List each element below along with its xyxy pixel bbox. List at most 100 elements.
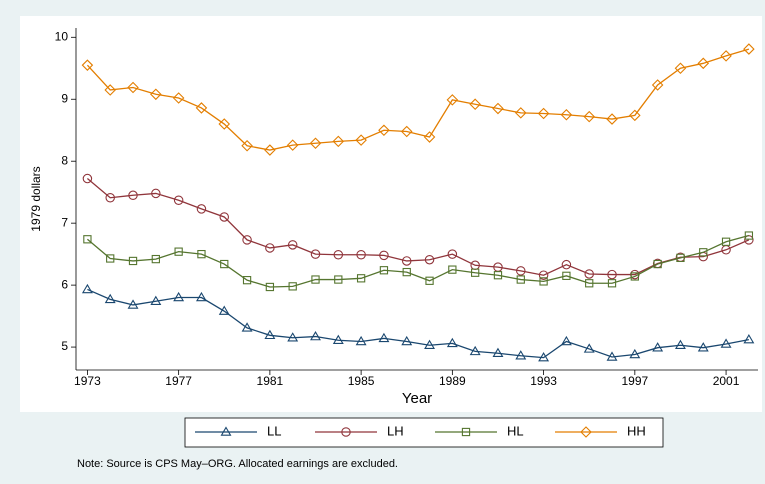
marker [607, 279, 617, 288]
marker [539, 277, 548, 286]
marker [355, 335, 367, 346]
marker [379, 250, 389, 261]
marker [423, 131, 436, 143]
marker [310, 330, 321, 341]
y-tick-label: 9 [61, 91, 68, 105]
marker [378, 332, 390, 343]
marker [332, 334, 344, 345]
marker [720, 50, 732, 62]
marker [560, 108, 573, 121]
y-tick-label: 8 [61, 153, 68, 167]
marker [629, 348, 641, 359]
marker [264, 144, 276, 156]
legend-marker [461, 427, 471, 437]
marker [218, 118, 231, 130]
marker [584, 269, 594, 279]
marker [265, 282, 275, 292]
marker [172, 92, 185, 104]
marker [606, 351, 618, 361]
marker [537, 107, 550, 120]
marker [743, 43, 755, 55]
marker [311, 275, 320, 284]
marker [127, 299, 139, 309]
marker [630, 272, 639, 281]
marker [492, 347, 504, 358]
marker [538, 352, 550, 362]
marker [651, 79, 664, 91]
x-tick-label: 1977 [165, 374, 192, 388]
marker [562, 271, 571, 280]
marker [127, 81, 139, 94]
legend-label: LL [267, 423, 281, 438]
marker [219, 212, 230, 222]
marker [151, 254, 160, 264]
marker [242, 235, 252, 245]
marker [173, 291, 185, 302]
marker [583, 343, 595, 353]
marker [697, 342, 709, 352]
x-axis-label: Year [402, 390, 432, 407]
marker [105, 193, 115, 203]
marker [699, 248, 708, 257]
marker [242, 276, 252, 285]
legend-marker [341, 427, 351, 437]
marker [401, 335, 413, 346]
marker [286, 139, 299, 151]
marker [469, 98, 481, 110]
marker [516, 275, 525, 284]
marker [378, 124, 390, 137]
marker [446, 337, 458, 348]
marker [356, 250, 366, 260]
marker [104, 84, 116, 96]
marker [310, 249, 321, 259]
marker [379, 266, 389, 275]
marker [653, 259, 662, 269]
marker [287, 332, 299, 342]
marker [241, 322, 253, 332]
y-axis-label: 1979 dollars [29, 166, 43, 231]
marker [538, 270, 549, 280]
marker [469, 345, 481, 356]
marker [174, 247, 183, 256]
marker [515, 350, 527, 360]
marker [104, 293, 116, 304]
marker [447, 249, 458, 259]
marker [515, 107, 527, 119]
legend-marker [220, 426, 232, 436]
marker [150, 88, 162, 101]
marker [150, 295, 162, 305]
marker [196, 204, 207, 214]
marker [356, 274, 366, 283]
marker [674, 339, 686, 349]
marker [220, 259, 229, 269]
marker [697, 57, 710, 70]
marker [218, 305, 230, 315]
x-tick-label: 1997 [621, 374, 648, 388]
marker [652, 342, 664, 352]
y-tick-label: 6 [61, 277, 68, 291]
legend-label: HH [627, 423, 646, 438]
marker [355, 134, 367, 146]
y-tick-label: 10 [55, 29, 69, 43]
legend-label: LH [387, 423, 404, 438]
x-tick-label: 1989 [439, 374, 466, 388]
marker [400, 125, 413, 138]
marker [471, 268, 480, 277]
marker [81, 59, 94, 71]
marker [241, 139, 253, 152]
marker [516, 266, 526, 276]
marker [493, 271, 503, 280]
marker [288, 282, 297, 291]
marker [82, 173, 93, 184]
marker [721, 237, 731, 246]
x-tick-label: 1993 [530, 374, 557, 388]
marker [606, 113, 618, 125]
marker [173, 195, 184, 205]
marker [334, 275, 343, 284]
marker [197, 249, 206, 259]
marker [743, 334, 755, 344]
marker [560, 335, 572, 346]
marker [81, 283, 93, 294]
plot-region [20, 16, 762, 412]
